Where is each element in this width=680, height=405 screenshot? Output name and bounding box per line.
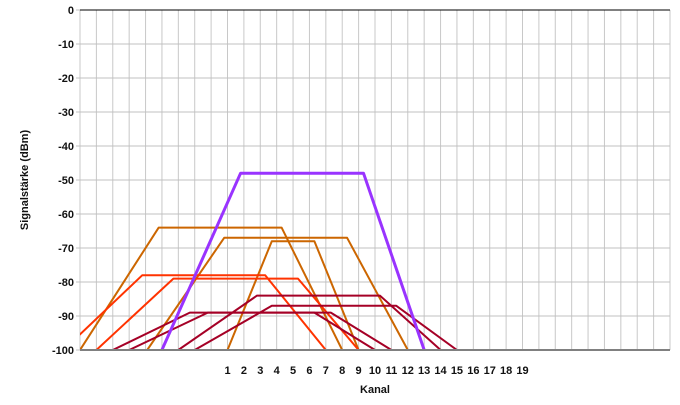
series-line-network-9 <box>128 311 392 350</box>
x-tick-label: 4 <box>274 365 281 377</box>
x-tick-label: 6 <box>306 365 312 377</box>
series-line-network-5 <box>95 277 360 350</box>
x-tick-label: 1 <box>224 365 230 377</box>
x-tick-label: 7 <box>323 365 329 377</box>
x-tick-label: 11 <box>386 365 398 377</box>
y-tick-label: -10 <box>58 39 74 51</box>
axes <box>80 9 670 351</box>
y-axis-label: Signalstärke (dBm) <box>19 130 31 231</box>
y-tick-label: -20 <box>58 73 74 85</box>
y-tick-label: -70 <box>58 243 74 255</box>
x-tick-label: 17 <box>484 365 496 377</box>
x-tick-label: 8 <box>339 365 345 377</box>
x-tick-label: 18 <box>500 365 512 377</box>
x-tick-label: 10 <box>369 365 381 377</box>
x-tick-label: 9 <box>356 365 362 377</box>
x-tick-label: 15 <box>451 365 463 377</box>
x-tick-label: 19 <box>516 365 528 377</box>
x-tick-label: 3 <box>257 365 263 377</box>
grid <box>76 9 671 351</box>
x-tick-label: 5 <box>290 365 296 377</box>
x-axis-label: Kanal <box>360 384 390 396</box>
x-tick-label: 2 <box>241 365 247 377</box>
y-tick-label: 0 <box>68 5 74 17</box>
series-layer <box>80 171 458 350</box>
x-tick-label: 16 <box>467 365 479 377</box>
x-tick-label: 13 <box>418 365 430 377</box>
x-tick-label: 14 <box>434 365 447 377</box>
series-line-network-10 <box>160 171 426 350</box>
y-tick-label: -90 <box>58 311 74 323</box>
x-tick-label: 12 <box>402 365 414 377</box>
y-tick-label: -60 <box>58 209 74 221</box>
y-tick-label: -80 <box>58 277 74 289</box>
y-tick-labels: 0 -10 -20 -30 -40 -50 -60 -70 -80 -90 -100 <box>52 5 74 357</box>
y-tick-label: -50 <box>58 175 74 187</box>
series-line-network-6 <box>177 294 442 350</box>
y-tick-label: -30 <box>58 107 74 119</box>
x-tick-labels: 1 2 3 4 5 6 7 8 9 10 11 12 13 14 15 16 17 18 19 <box>224 365 528 377</box>
y-tick-label: -100 <box>52 345 74 357</box>
y-tick-label: -40 <box>58 141 74 153</box>
series-line-network-7 <box>194 304 458 350</box>
series-line-network-1 <box>80 226 344 350</box>
